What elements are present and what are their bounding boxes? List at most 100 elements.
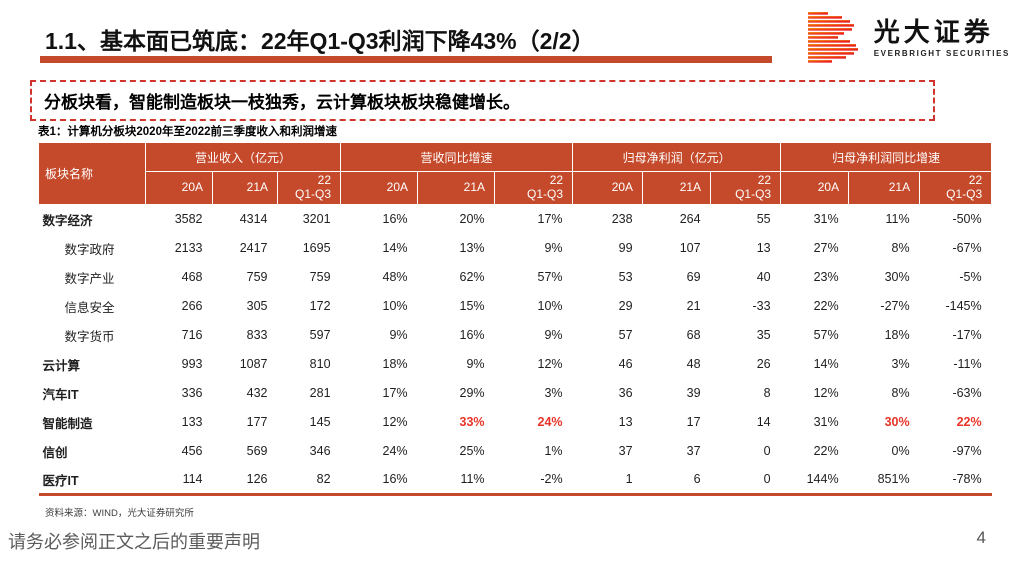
value-cell: 1695 bbox=[302, 241, 331, 255]
segment-name: 数字货币 bbox=[64, 329, 115, 344]
value-cell: 126 bbox=[246, 472, 268, 487]
segment-name: 信息安全 bbox=[64, 300, 115, 315]
value-cell: 3582 bbox=[174, 212, 203, 227]
value-cell: 266 bbox=[181, 299, 203, 313]
value-cell: 69 bbox=[686, 270, 701, 284]
value-cell: 9% bbox=[544, 328, 563, 342]
value-cell: 57 bbox=[618, 328, 633, 342]
value-cell: 3201 bbox=[302, 212, 331, 227]
value-cell: 305 bbox=[246, 299, 268, 313]
value-cell: 48% bbox=[382, 270, 408, 284]
value-cell: 68 bbox=[686, 328, 701, 342]
value-cell: 57% bbox=[537, 270, 563, 284]
value-cell: 172 bbox=[309, 299, 331, 313]
value-cell: 10% bbox=[382, 299, 408, 313]
segment-name: 数字经济 bbox=[42, 213, 93, 228]
value-cell: 114 bbox=[182, 472, 203, 487]
table-row: 信息安全 266 305 172 10% 15% 10% 29 21 -33 22% -27% -145… bbox=[39, 292, 992, 321]
segment-data-table: 板块名称 营业收入（亿元） 营收同比增速 归母净利润（亿元） 归母净利润同比增速… bbox=[38, 142, 993, 496]
title-underline bbox=[40, 56, 772, 63]
value-cell: 46 bbox=[618, 357, 633, 371]
value-cell: 57% bbox=[813, 328, 839, 342]
value-cell: 29% bbox=[459, 386, 485, 400]
value-cell: 29 bbox=[618, 299, 633, 313]
logo-name-cn: 光大证券 bbox=[873, 17, 994, 48]
value-cell: 11% bbox=[460, 472, 485, 487]
value-cell: 25% bbox=[459, 444, 485, 458]
value-cell: 144% bbox=[806, 472, 839, 487]
value-cell: 8% bbox=[891, 386, 910, 400]
value-cell: 8% bbox=[891, 241, 910, 255]
value-cell: 15% bbox=[459, 299, 485, 313]
column-header-period: 22 Q1-Q3 bbox=[276, 171, 342, 205]
everbright-logo-icon bbox=[807, 12, 858, 63]
value-cell: 12% bbox=[382, 415, 408, 429]
group-header-profit: 归母净利润（亿元） bbox=[572, 142, 782, 172]
value-cell: 2417 bbox=[239, 241, 268, 255]
value-cell: 35 bbox=[756, 328, 771, 342]
value-cell: 432 bbox=[246, 386, 268, 400]
value-cell: 18% bbox=[884, 328, 910, 342]
everbright-logo: 光大证券 EVERBRIGHT SECURITIES bbox=[806, 12, 1010, 64]
value-cell: 13% bbox=[459, 241, 485, 255]
key-message-box: 分板块看，智能制造板块一枝独秀，云计算板块板块稳健增长。 bbox=[30, 80, 935, 121]
column-header-period: 22 Q1-Q3 bbox=[710, 171, 782, 205]
table-header: 板块名称 营业收入（亿元） 营收同比增速 归母净利润（亿元） 归母净利润同比增速… bbox=[38, 142, 993, 205]
value-cell: 31% bbox=[813, 415, 839, 429]
value-cell: 17% bbox=[382, 386, 408, 400]
value-cell: 4314 bbox=[239, 212, 268, 227]
value-cell: 13 bbox=[756, 241, 771, 255]
value-cell: 33% bbox=[459, 415, 485, 429]
value-cell: 16% bbox=[382, 472, 408, 487]
value-cell: -97% bbox=[952, 444, 982, 458]
value-cell: 37 bbox=[618, 444, 633, 458]
segment-name: 医疗IT bbox=[42, 473, 79, 488]
value-cell: -145% bbox=[945, 299, 982, 313]
value-cell: -33 bbox=[752, 299, 771, 313]
column-header-period: 20A bbox=[780, 171, 850, 205]
value-cell: 177 bbox=[246, 415, 268, 429]
value-cell: 39 bbox=[686, 386, 701, 400]
value-cell: 6 bbox=[693, 472, 701, 487]
value-cell: 24% bbox=[537, 415, 563, 429]
value-cell: 1087 bbox=[239, 357, 268, 371]
value-cell: 17% bbox=[537, 212, 563, 227]
value-cell: 30% bbox=[884, 415, 910, 429]
value-cell: -63% bbox=[952, 386, 982, 400]
value-cell: 0% bbox=[891, 444, 910, 458]
value-cell: -2% bbox=[540, 472, 563, 487]
value-cell: 597 bbox=[309, 328, 331, 342]
value-cell: 569 bbox=[246, 444, 268, 458]
footer-disclaimer: 请务必参阅正文之后的重要声明 bbox=[8, 532, 260, 552]
value-cell: 62% bbox=[459, 270, 485, 284]
value-cell: 22% bbox=[956, 415, 982, 429]
value-cell: 759 bbox=[246, 270, 268, 284]
value-cell: -50% bbox=[952, 212, 982, 227]
value-cell: 55 bbox=[756, 212, 771, 227]
value-cell: 1% bbox=[544, 444, 563, 458]
value-cell: 17 bbox=[686, 415, 701, 429]
value-cell: 0 bbox=[763, 472, 771, 487]
column-header-period: 22 Q1-Q3 bbox=[494, 171, 574, 205]
column-header-period: 20A bbox=[572, 171, 644, 205]
value-cell: 27% bbox=[813, 241, 839, 255]
table-caption: 表1：计算机分板块2020年至2022前三季度收入和利润增速 bbox=[38, 126, 338, 138]
group-header-profit-growth: 归母净利润同比增速 bbox=[780, 142, 993, 172]
value-cell: 0 bbox=[763, 444, 771, 458]
value-cell: 9% bbox=[466, 357, 485, 371]
value-cell: 18% bbox=[382, 357, 408, 371]
value-cell: 833 bbox=[246, 328, 268, 342]
value-cell: 22% bbox=[813, 444, 839, 458]
table-row: 数字经济 3582 4314 3201 16% 20% 17% 238 264 55 31% 11% -… bbox=[39, 205, 992, 234]
value-cell: 11% bbox=[885, 212, 910, 227]
value-cell: 810 bbox=[309, 357, 331, 371]
logo-name-en: EVERBRIGHT SECURITIES bbox=[873, 48, 1010, 58]
value-cell: 1 bbox=[625, 472, 633, 487]
value-cell: 12% bbox=[537, 357, 563, 371]
value-cell: 24% bbox=[382, 444, 408, 458]
value-cell: 145 bbox=[309, 415, 331, 429]
segment-name: 云计算 bbox=[42, 358, 81, 373]
value-cell: 99 bbox=[618, 241, 633, 255]
value-cell: 851% bbox=[877, 472, 910, 487]
value-cell: 8 bbox=[763, 386, 771, 400]
